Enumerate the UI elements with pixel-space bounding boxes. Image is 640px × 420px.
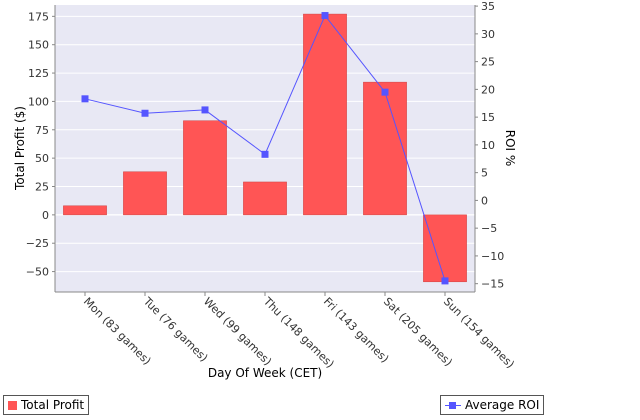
- left-tick-label: 100: [28, 95, 49, 108]
- roi-line: [81, 12, 449, 285]
- bar-2: [183, 120, 227, 216]
- right-tick-label: 35: [481, 0, 495, 13]
- roi-point-6: [441, 277, 449, 285]
- roi-point-5: [381, 88, 389, 96]
- y-axis-title: Total Profit ($): [13, 106, 27, 191]
- bars: [63, 13, 467, 283]
- left-tick-label: −25: [26, 237, 49, 250]
- left-tick-label: 25: [35, 181, 49, 194]
- left-tick-label: −50: [26, 266, 49, 279]
- roi-point-3: [261, 150, 269, 158]
- average-roi-swatch: [445, 401, 461, 410]
- left-tick-label: 0: [42, 209, 49, 222]
- left-tick-label: 125: [28, 67, 49, 80]
- right-tick-label: 20: [481, 83, 495, 96]
- bar-4: [303, 13, 347, 216]
- roi-point-0: [81, 95, 89, 103]
- x-axis-ticks: Mon (83 games)Tue (76 games)Wed (99 game…: [81, 292, 517, 371]
- right-tick-label: −5: [481, 222, 497, 235]
- x-axis-title: Day Of Week (CET): [208, 366, 322, 380]
- left-tick-label: 175: [28, 10, 49, 23]
- x-tick-label: Tue (76 games): [140, 294, 210, 364]
- right-tick-label: 25: [481, 56, 495, 69]
- left-tick-label: 50: [35, 152, 49, 165]
- roi-point-2: [201, 106, 209, 114]
- legend-total-profit: Total Profit: [3, 395, 90, 415]
- right-tick-label: 0: [481, 194, 488, 207]
- total-profit-swatch: [8, 400, 17, 410]
- left-tick-label: 150: [28, 39, 49, 52]
- roi-point-1: [141, 109, 149, 117]
- legend-average-roi-label: Average ROI: [465, 398, 540, 412]
- legend-average-roi: Average ROI: [440, 395, 545, 415]
- right-tick-label: 30: [481, 28, 495, 41]
- bar-6: [423, 214, 467, 283]
- right-axis-ticks: −15 −10 −5 0 5 10 15 20 25 30 35: [475, 0, 504, 291]
- y2-axis-title: ROI %: [503, 130, 517, 167]
- right-tick-label: −15: [481, 278, 504, 291]
- bar-1: [123, 171, 167, 216]
- legend-total-profit-label: Total Profit: [21, 398, 85, 412]
- left-tick-label: 75: [35, 124, 49, 137]
- right-tick-label: −10: [481, 250, 504, 263]
- bar-3: [243, 181, 287, 216]
- bar-0: [63, 205, 107, 216]
- bar-5: [363, 81, 407, 216]
- right-tick-label: 5: [481, 167, 488, 180]
- right-tick-label: 10: [481, 139, 495, 152]
- right-tick-label: 15: [481, 111, 495, 124]
- left-axis-ticks: −50 −25 0 25 50 75 100 125 150 175: [26, 10, 55, 279]
- roi-point-4: [321, 12, 329, 20]
- plot-area: [55, 5, 475, 292]
- x-tick-label: Fri (143 games): [321, 295, 391, 365]
